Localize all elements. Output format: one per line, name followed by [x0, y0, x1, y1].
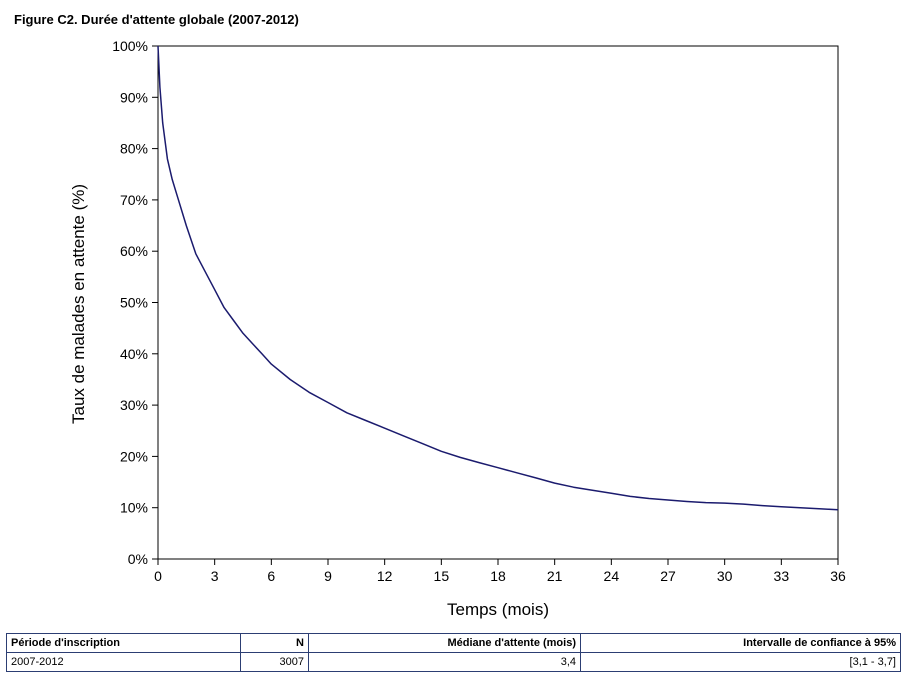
y-tick-label: 100%	[112, 38, 148, 54]
table-row: 2007-2012 3007 3,4 [3,1 - 3,7]	[6, 652, 901, 672]
ticks: 0 3 6 9 12 15 18 21 24 27 30 33 360%10%20%30%40%50%6…	[112, 38, 846, 584]
x-tick-label: 9	[324, 568, 332, 584]
x-tick-label: 21	[547, 568, 563, 584]
km-chart: 0 3 6 9 12 15 18 21 24 27 30 33 360%10%20%30%40%50%6…	[69, 38, 846, 619]
y-axis-label: Taux de malades en attente (%)	[69, 184, 88, 424]
x-tick-label: 12	[377, 568, 393, 584]
x-tick-label: 30	[717, 568, 733, 584]
y-tick-label: 10%	[120, 500, 148, 516]
cell-n: 3007	[240, 652, 309, 672]
x-tick-label: 3	[211, 568, 219, 584]
y-tick-label: 40%	[120, 346, 148, 362]
y-tick-label: 20%	[120, 448, 148, 464]
figure-title: Figure C2. Durée d'attente globale (2007…	[14, 12, 299, 27]
y-tick-label: 50%	[120, 295, 148, 311]
y-tick-label: 30%	[120, 397, 148, 413]
x-tick-label: 15	[434, 568, 450, 584]
x-tick-label: 0	[154, 568, 162, 584]
x-tick-label: 27	[660, 568, 676, 584]
y-tick-label: 90%	[120, 89, 148, 105]
y-tick-label: 70%	[120, 192, 148, 208]
cell-ci: [3,1 - 3,7]	[580, 652, 901, 672]
y-tick-label: 80%	[120, 141, 148, 157]
y-tick-label: 0%	[128, 551, 148, 567]
header-period: Période d'inscription	[6, 633, 241, 653]
series-layer	[157, 45, 839, 511]
axes	[157, 45, 839, 560]
x-tick-label: 6	[267, 568, 275, 584]
x-tick-label: 33	[774, 568, 790, 584]
plot-frame	[157, 45, 839, 560]
y-tick-label: 60%	[120, 243, 148, 259]
x-tick-label: 18	[490, 568, 506, 584]
table-header-row: Période d'inscription N Médiane d'attent…	[6, 633, 901, 653]
header-n: N	[240, 633, 309, 653]
x-tick-label: 24	[604, 568, 620, 584]
header-median: Médiane d'attente (mois)	[308, 633, 581, 653]
summary-table: Période d'inscription N Médiane d'attent…	[6, 633, 901, 672]
survival-curve	[157, 45, 839, 511]
header-ci: Intervalle de confiance à 95%	[580, 633, 901, 653]
cell-median: 3,4	[308, 652, 581, 672]
x-tick-label: 36	[830, 568, 846, 584]
x-axis-label: Temps (mois)	[447, 600, 549, 619]
cell-period: 2007-2012	[6, 652, 241, 672]
